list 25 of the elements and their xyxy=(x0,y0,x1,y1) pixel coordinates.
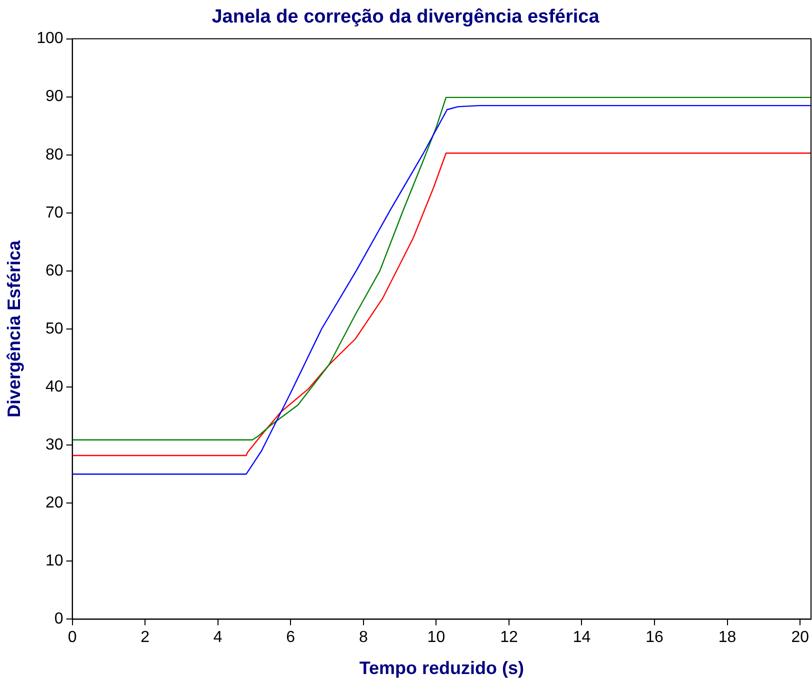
y-tick-label: 100 xyxy=(36,30,64,48)
x-tick-label: 4 xyxy=(213,629,222,646)
x-tick-label: 12 xyxy=(500,629,518,646)
y-tick-label: 50 xyxy=(46,320,64,338)
x-tick-label: 16 xyxy=(646,629,664,646)
y-tick-label: 80 xyxy=(46,146,64,164)
y-tick-label: 10 xyxy=(46,552,64,570)
y-tick-label: 60 xyxy=(46,262,64,280)
y-tick-label: 30 xyxy=(46,436,64,454)
x-tick-label: 2 xyxy=(140,629,150,646)
x-tick-label: 20 xyxy=(791,629,810,646)
x-axis-title: Tempo reduzido (s) xyxy=(359,658,524,678)
x-tick-label: 0 xyxy=(68,629,77,646)
x-tick-label: 18 xyxy=(718,629,736,646)
y-tick-label: 90 xyxy=(46,88,64,106)
y-axis-title: Divergência Esférica xyxy=(4,239,24,418)
x-tick-label: 6 xyxy=(286,629,296,646)
y-tick-label: 20 xyxy=(46,494,64,512)
y-tick-label: 0 xyxy=(54,610,64,628)
y-tick-label: 40 xyxy=(46,378,64,396)
x-tick-label: 10 xyxy=(427,629,446,646)
x-tick-label: 14 xyxy=(572,629,591,646)
chart-title: Janela de correção da divergência esférica xyxy=(212,6,600,28)
y-tick-label: 70 xyxy=(46,204,64,222)
x-tick-label: 8 xyxy=(358,629,368,646)
